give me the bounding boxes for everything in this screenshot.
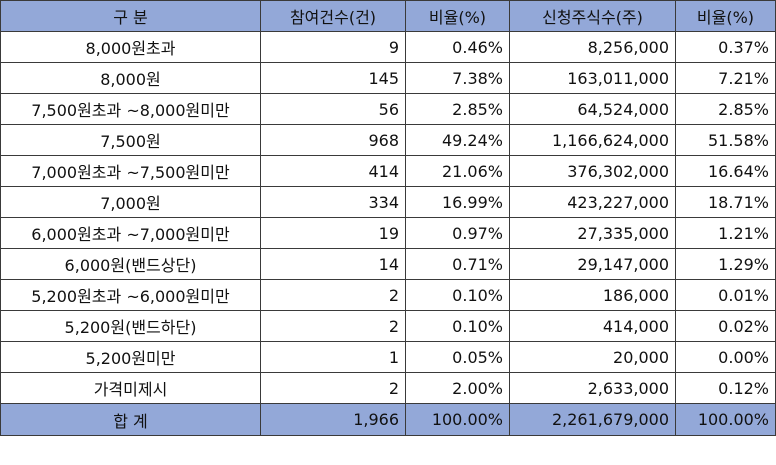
table-row: 7,000원초과 ~7,500원미만 414 21.06% 376,302,000 16…: [0, 155, 776, 187]
header-participation-count: 참여건수(건): [260, 0, 406, 32]
table-row: 7,500원 968 49.24% 1,166,624,000 51.58%: [0, 124, 776, 156]
demand-forecast-table: 구 분 참여건수(건) 비율(%) 신청주식수(주) 비율(%) 8,000원초…: [0, 0, 776, 436]
cell-subscribed-shares: 27,335,000: [509, 217, 676, 249]
header-subscribed-shares: 신청주식수(주): [509, 0, 676, 32]
table-row: 5,200원미만 1 0.05% 20,000 0.00%: [0, 341, 776, 373]
cell-subscribed-shares: 29,147,000: [509, 248, 676, 280]
cell-participation-count: 2: [260, 372, 406, 404]
cell-price-range: 8,000원: [0, 62, 261, 94]
cell-participation-ratio: 0.10%: [405, 279, 510, 311]
cell-participation-ratio: 0.97%: [405, 217, 510, 249]
cell-subscribed-shares: 2,633,000: [509, 372, 676, 404]
cell-participation-ratio: 0.71%: [405, 248, 510, 280]
cell-participation-ratio: 0.10%: [405, 310, 510, 342]
cell-participation-ratio: 0.05%: [405, 341, 510, 373]
cell-price-range: 6,000원초과 ~7,000원미만: [0, 217, 261, 249]
cell-participation-count: 56: [260, 93, 406, 125]
cell-subscribed-shares: 186,000: [509, 279, 676, 311]
cell-participation-ratio: 21.06%: [405, 155, 510, 187]
cell-shares-ratio: 51.58%: [675, 124, 776, 156]
cell-participation-count: 9: [260, 31, 406, 63]
header-category: 구 분: [0, 0, 261, 32]
cell-shares-ratio: 2.85%: [675, 93, 776, 125]
cell-participation-count: 414: [260, 155, 406, 187]
header-shares-ratio: 비율(%): [675, 0, 776, 32]
cell-shares-ratio: 0.01%: [675, 279, 776, 311]
total-participation-count: 1,966: [260, 403, 406, 436]
cell-price-range: 가격미제시: [0, 372, 261, 404]
table-row: 6,000원초과 ~7,000원미만 19 0.97% 27,335,000 1.21%: [0, 217, 776, 249]
table-row: 5,200원초과 ~6,000원미만 2 0.10% 186,000 0.01%: [0, 279, 776, 311]
total-participation-ratio: 100.00%: [405, 403, 510, 436]
table-row: 8,000원초과 9 0.46% 8,256,000 0.37%: [0, 31, 776, 63]
cell-price-range: 5,200원(밴드하단): [0, 310, 261, 342]
cell-price-range: 5,200원미만: [0, 341, 261, 373]
table-row: 6,000원(밴드상단) 14 0.71% 29,147,000 1.29%: [0, 248, 776, 280]
cell-price-range: 8,000원초과: [0, 31, 261, 63]
cell-participation-ratio: 0.46%: [405, 31, 510, 63]
cell-price-range: 7,500원: [0, 124, 261, 156]
header-participation-ratio: 비율(%): [405, 0, 510, 32]
cell-participation-count: 14: [260, 248, 406, 280]
cell-participation-ratio: 2.00%: [405, 372, 510, 404]
cell-shares-ratio: 1.29%: [675, 248, 776, 280]
total-label: 합 계: [0, 403, 261, 436]
cell-shares-ratio: 0.12%: [675, 372, 776, 404]
cell-participation-count: 145: [260, 62, 406, 94]
cell-price-range: 7,000원: [0, 186, 261, 218]
cell-subscribed-shares: 376,302,000: [509, 155, 676, 187]
cell-shares-ratio: 0.00%: [675, 341, 776, 373]
table-row: 7,500원초과 ~8,000원미만 56 2.85% 64,524,000 2.85%: [0, 93, 776, 125]
table-row: 8,000원 145 7.38% 163,011,000 7.21%: [0, 62, 776, 94]
cell-participation-count: 2: [260, 279, 406, 311]
cell-participation-count: 19: [260, 217, 406, 249]
cell-shares-ratio: 0.02%: [675, 310, 776, 342]
cell-shares-ratio: 18.71%: [675, 186, 776, 218]
cell-price-range: 6,000원(밴드상단): [0, 248, 261, 280]
cell-shares-ratio: 1.21%: [675, 217, 776, 249]
cell-participation-count: 968: [260, 124, 406, 156]
table-row: 가격미제시 2 2.00% 2,633,000 0.12%: [0, 372, 776, 404]
cell-participation-count: 2: [260, 310, 406, 342]
cell-subscribed-shares: 20,000: [509, 341, 676, 373]
table-row: 7,000원 334 16.99% 423,227,000 18.71%: [0, 186, 776, 218]
cell-participation-count: 334: [260, 186, 406, 218]
cell-subscribed-shares: 423,227,000: [509, 186, 676, 218]
cell-participation-ratio: 16.99%: [405, 186, 510, 218]
cell-price-range: 7,000원초과 ~7,500원미만: [0, 155, 261, 187]
cell-subscribed-shares: 163,011,000: [509, 62, 676, 94]
cell-shares-ratio: 0.37%: [675, 31, 776, 63]
total-shares-ratio: 100.00%: [675, 403, 776, 436]
cell-participation-ratio: 7.38%: [405, 62, 510, 94]
table-row: 5,200원(밴드하단) 2 0.10% 414,000 0.02%: [0, 310, 776, 342]
cell-subscribed-shares: 414,000: [509, 310, 676, 342]
cell-participation-count: 1: [260, 341, 406, 373]
cell-shares-ratio: 16.64%: [675, 155, 776, 187]
cell-subscribed-shares: 1,166,624,000: [509, 124, 676, 156]
cell-subscribed-shares: 64,524,000: [509, 93, 676, 125]
cell-price-range: 5,200원초과 ~6,000원미만: [0, 279, 261, 311]
cell-subscribed-shares: 8,256,000: [509, 31, 676, 63]
total-subscribed-shares: 2,261,679,000: [509, 403, 676, 436]
cell-participation-ratio: 49.24%: [405, 124, 510, 156]
total-row: 합 계 1,966 100.00% 2,261,679,000 100.00%: [0, 403, 776, 436]
cell-price-range: 7,500원초과 ~8,000원미만: [0, 93, 261, 125]
header-row: 구 분 참여건수(건) 비율(%) 신청주식수(주) 비율(%): [0, 0, 776, 32]
cell-shares-ratio: 7.21%: [675, 62, 776, 94]
cell-participation-ratio: 2.85%: [405, 93, 510, 125]
